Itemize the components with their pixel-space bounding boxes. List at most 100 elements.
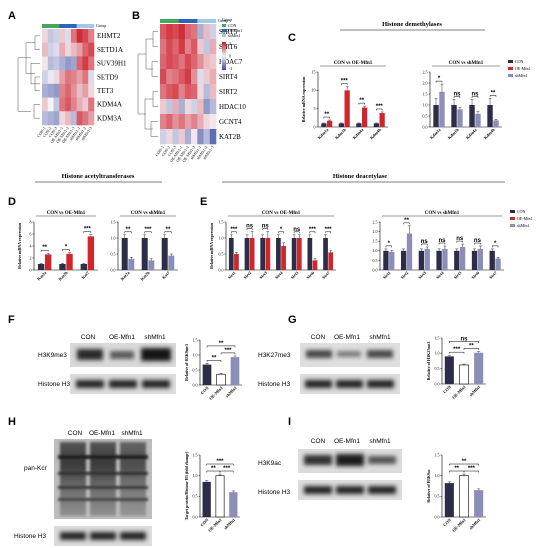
blot-h-lane-smear-sh: [120, 442, 146, 516]
x-tick-label: OE-Mfn1: [207, 517, 223, 533]
bar: [362, 107, 368, 127]
bar: [487, 105, 493, 127]
y-tick-label: 8: [30, 219, 32, 224]
y-tick-label: 15: [312, 69, 316, 74]
error-bar: [89, 234, 93, 237]
significance-label: **: [126, 227, 131, 233]
significance-label: ns: [438, 238, 446, 244]
error-bar: [490, 248, 494, 251]
heatmap_b-cell: [178, 24, 186, 40]
heatmap_b-cell: [172, 99, 179, 115]
blot-h-lane-sh: shMfn1: [121, 430, 143, 437]
heatmap-b-group-title: Group: [222, 17, 232, 22]
heatmap_b-cell: [178, 114, 186, 130]
heatmap_b-cell: [209, 129, 217, 145]
heatmap_a-cell: [70, 83, 77, 98]
significance-label: **: [212, 355, 217, 361]
bar: [230, 357, 240, 385]
significance-bracket: [435, 80, 443, 83]
panel-letter-d: D: [8, 196, 16, 208]
blot-f-row-2: Histone H3: [38, 381, 71, 388]
significance-bracket: [453, 96, 461, 98]
heatmap_a-cell: [59, 111, 66, 126]
heatmap_b-cell: [191, 69, 198, 85]
significance-bracket: [323, 116, 330, 119]
error-bar: [447, 354, 451, 357]
bar: [44, 254, 52, 270]
heatmap_a-cell: [70, 111, 77, 126]
heatmap_b-cell: [172, 39, 179, 55]
error-bar: [496, 257, 500, 259]
heatmap_a-cell: [70, 42, 77, 57]
x-tick-label: CON: [199, 517, 209, 527]
y-tick-label: 1.5: [423, 91, 428, 96]
heatmap_a-cell: [59, 70, 66, 85]
significance-label: **: [454, 466, 459, 472]
bar: [433, 105, 439, 127]
heatmap_a-group-cell: [59, 24, 66, 28]
heatmap_b-cell: [172, 84, 179, 100]
heatmap_a-cell: [88, 97, 95, 112]
heatmap_b-cell: [203, 99, 211, 115]
heatmap_a-cell: [76, 111, 83, 126]
significance-bracket: [376, 108, 383, 111]
heatmap_a-cell: [65, 56, 72, 71]
bar: [444, 356, 454, 384]
blot-g-lane-con: CON: [311, 334, 326, 341]
significance-label: ns: [460, 336, 468, 342]
heatmap_b-cell: [184, 39, 192, 55]
error-bar: [82, 263, 86, 264]
legend-label: CON: [517, 209, 526, 214]
error-bar: [218, 473, 222, 476]
heatmap_a-dendrogram: [33, 104, 40, 119]
heatmap_b-gene-label: SIRT4: [219, 73, 238, 81]
heatmap_b-gene-label: KAT2B: [219, 133, 241, 141]
heatmap_b-cell: [203, 129, 211, 145]
heatmap_b-gene-label: SIRT5: [219, 28, 238, 36]
heatmap_b-cell: [166, 99, 173, 115]
bar: [400, 250, 407, 270]
error-bar: [458, 106, 462, 110]
heatmap_a-cell: [65, 42, 72, 57]
chart-d-sh: 0.0 0.5 1.0 1.5 CON vs shMfn1 ** Kat2a *** Kat2b…: [111, 211, 178, 282]
error-bar: [205, 480, 209, 482]
significance-bracket: [164, 231, 172, 234]
heatmap_a-gene-label: SUV39H1: [97, 60, 127, 68]
heatmap_a-cell: [70, 70, 77, 85]
legend-swatch: [510, 210, 515, 213]
bar: [389, 251, 395, 270]
heatmap-b-colorbar-tick: 0: [229, 54, 231, 59]
heatmap_b-cell: [160, 39, 167, 55]
heatmap_b-sample-label: CON-1: [154, 145, 165, 158]
bar: [148, 260, 155, 270]
panel-letter-h: H: [8, 416, 16, 428]
error-bar: [233, 355, 237, 358]
error-bar: [245, 234, 249, 238]
heatmap_b-cell: [209, 69, 217, 85]
y-tick-label: 0.0: [219, 267, 224, 272]
heatmap_a-gene-label: SETD1A: [97, 46, 123, 54]
significance-bracket: [438, 242, 446, 245]
significance-label: ***: [144, 227, 152, 233]
heatmap_b-group-cell: [166, 19, 173, 23]
legend-swatch: [508, 60, 513, 63]
error-bar: [39, 263, 43, 264]
y-tick-label: 1.5: [219, 219, 224, 224]
significance-bracket: [206, 463, 234, 466]
bar: [216, 373, 226, 386]
heatmap_b-dendrogram: [144, 98, 153, 130]
blot-f-band-2-con: [76, 380, 104, 388]
heatmap-b-colorbar-step: [222, 51, 226, 54]
legend-swatch: [508, 67, 513, 70]
bar: [327, 120, 333, 127]
y-tick-label: 1.0: [219, 235, 224, 240]
blot-g-lane-sh: shMfn1: [369, 334, 391, 341]
heatmap_b-cell: [197, 84, 204, 100]
heatmap_a-cell: [76, 42, 83, 57]
significance-label: ***: [341, 79, 349, 85]
heatmap_b-gene-label: HDAC7: [219, 58, 243, 66]
y-tick-label: 0.0: [373, 267, 378, 272]
heatmap_b-cell: [178, 54, 186, 70]
significance-label: **: [462, 459, 467, 465]
y-axis-label: Relative of H3K9me3: [184, 344, 189, 381]
